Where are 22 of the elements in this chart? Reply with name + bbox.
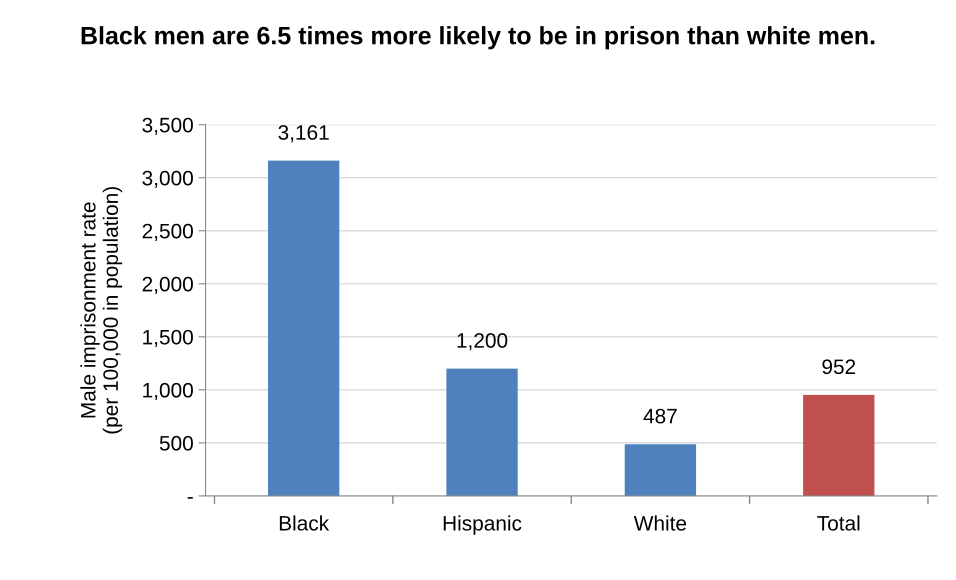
data-label: 952 [822,359,856,374]
bar [803,394,874,496]
bar [446,368,518,496]
y-axis-title: Male imprisonment rate (per 100,000 in population) [80,187,122,434]
bar [268,160,340,496]
data-label: 3,161 [278,125,329,142]
y-tick-label: 2,500 [142,224,193,241]
y-tick-label: 3,000 [142,170,193,188]
y-tick-label: - [188,497,193,499]
x-tick-label: Total [817,515,860,531]
y-tick-label: 1,500 [143,330,193,348]
data-label: 487 [644,408,677,424]
data-label: 1,200 [458,333,508,350]
chart-title: Black men are 6.5 times more likely to be in prison than white men. [82,26,874,50]
y-tick-label: 500 [160,436,193,451]
y-tick-label: 3,500 [142,118,193,135]
x-tick-label: White [634,515,686,531]
x-tick-label: Black [280,515,330,531]
y-tick-label: 2,000 [142,276,193,294]
x-tick-label: Hispanic [444,515,522,535]
bar [624,444,696,496]
y-tick-label: 1,000 [143,382,193,400]
